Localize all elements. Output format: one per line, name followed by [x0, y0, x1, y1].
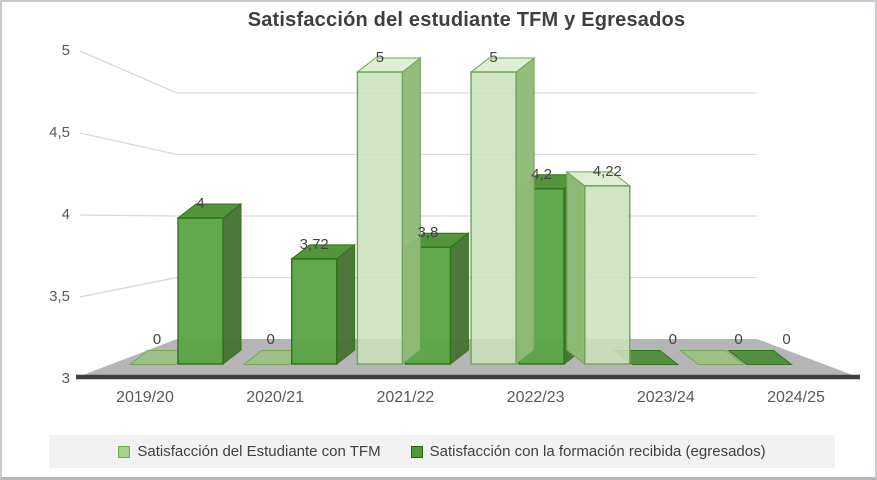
legend-swatch-tfm [118, 445, 131, 458]
chart-floor [78, 339, 858, 377]
y-tick-label: 3 [61, 370, 70, 387]
x-category-label: 2024/25 [767, 389, 825, 406]
bar-side-face [515, 56, 535, 366]
data-label: 4,2 [531, 165, 553, 183]
data-label: 4,22 [592, 162, 622, 180]
y-tick-label: 3,5 [49, 288, 70, 305]
data-label: 0 [152, 331, 162, 348]
x-category-label: 2020/21 [246, 389, 305, 406]
y-tick-label: 4 [61, 206, 70, 223]
bar-side-face [566, 170, 586, 366]
bar-front-face [470, 71, 517, 365]
legend-item-egresados[interactable]: Satisfacción con la formación recibida (… [410, 443, 766, 460]
chart-title: Satisfacción del estudiante TFM y Egresa… [247, 9, 686, 31]
legend-swatch-egresados [410, 445, 423, 458]
data-label: 0 [782, 331, 791, 348]
bar-side-face [336, 243, 356, 366]
bar-side-face [449, 232, 469, 366]
data-label: 5 [375, 49, 385, 66]
x-category-label: 2021/22 [376, 389, 435, 406]
gridline [79, 132, 757, 156]
data-label: 3,72 [299, 235, 329, 253]
bar-front-face [291, 258, 338, 365]
legend-label-egresados: Satisfacción con la formación recibida (… [429, 443, 766, 460]
gridline [79, 50, 757, 94]
x-category-label: 2022/23 [506, 389, 565, 406]
x-category-label: 2023/24 [636, 389, 695, 406]
data-label: 3,8 [417, 224, 439, 242]
bar-front-face [584, 185, 631, 365]
y-tick-label: 5 [61, 42, 70, 59]
data-label: 0 [734, 331, 743, 348]
data-label: 0 [668, 331, 677, 348]
zero-tile [727, 350, 793, 365]
x-category-label: 2019/20 [116, 389, 174, 406]
zero-tile [679, 350, 745, 365]
legend-item-tfm[interactable]: Satisfacción del Estudiante con TFM [118, 443, 381, 460]
data-label: 4 [196, 195, 205, 212]
bar-front-face [356, 71, 404, 365]
data-label: 0 [266, 331, 275, 348]
chart-legend: Satisfacción del Estudiante con TFM Sati… [49, 435, 835, 468]
data-label: 5 [489, 49, 498, 66]
y-tick-label: 4,5 [49, 124, 70, 141]
bar-side-face [401, 56, 421, 366]
bar-side-face [222, 202, 242, 366]
legend-label-tfm: Satisfacción del Estudiante con TFM [137, 443, 381, 460]
bar-front-face [177, 217, 224, 365]
